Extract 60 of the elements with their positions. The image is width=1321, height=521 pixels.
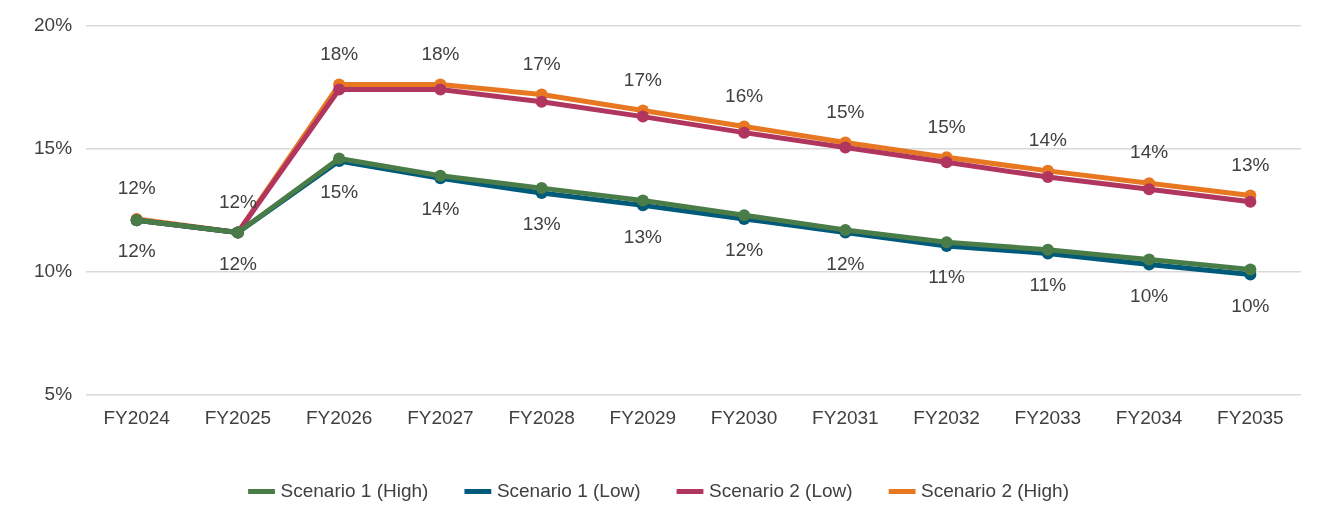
data-label: 10% — [1231, 294, 1270, 316]
legend-label: Scenario 2 (Low) — [709, 479, 853, 501]
data-label: 12% — [117, 240, 156, 262]
point — [434, 83, 447, 96]
data-label: 11% — [928, 266, 966, 288]
point — [1244, 195, 1257, 208]
point — [1143, 253, 1156, 266]
legend-label: Scenario 1 (Low) — [496, 479, 641, 501]
x-tick-label: FY2035 — [1217, 406, 1284, 428]
data-label: 12% — [218, 190, 258, 212]
data-label: 18% — [320, 42, 359, 64]
x-tick-label: FY2026 — [305, 406, 373, 428]
x-tick-label: FY2029 — [609, 406, 677, 428]
data-label: 16% — [725, 84, 764, 106]
x-tick-label: FY2033 — [1014, 406, 1082, 428]
data-label: 17% — [623, 68, 663, 90]
data-label: 15% — [826, 100, 865, 122]
x-tick-label: FY2025 — [204, 406, 272, 428]
point — [839, 141, 852, 154]
point — [1244, 263, 1257, 276]
point — [636, 110, 649, 123]
x-tick-label: FY2034 — [1115, 406, 1183, 428]
point — [1041, 171, 1054, 184]
point — [333, 83, 346, 96]
y-tick-label: 5% — [44, 383, 73, 405]
point — [738, 126, 751, 139]
data-label: 12% — [218, 252, 258, 274]
data-label: 15% — [320, 181, 359, 203]
point — [1041, 243, 1054, 256]
legend-label: Scenario 1 (High) — [280, 479, 429, 501]
data-label: 12% — [725, 239, 764, 261]
data-label: 18% — [421, 42, 460, 64]
y-tick-label: 15% — [34, 136, 73, 158]
x-tick-label: FY2028 — [508, 406, 575, 428]
y-tick-label: 10% — [34, 260, 73, 282]
data-label: 13% — [623, 225, 663, 247]
x-tick-label: FY2030 — [710, 406, 778, 428]
x-tick-label: FY2031 — [812, 406, 879, 428]
x-tick-label: FY2024 — [103, 406, 171, 428]
point — [940, 236, 953, 249]
point — [1143, 183, 1156, 196]
data-label: 14% — [1028, 129, 1067, 151]
point — [535, 95, 548, 108]
data-label: 13% — [1231, 153, 1270, 175]
data-label: 13% — [522, 213, 561, 235]
data-label: 12% — [117, 177, 156, 199]
data-label: 14% — [421, 198, 460, 220]
data-label: 15% — [927, 115, 966, 137]
y-tick-label: 20% — [34, 13, 73, 35]
x-tick-label: FY2027 — [407, 406, 474, 428]
point — [535, 182, 548, 195]
data-label: 10% — [1130, 284, 1169, 306]
data-label: 11% — [1029, 273, 1067, 295]
point — [940, 156, 953, 169]
data-label: 12% — [826, 252, 865, 274]
point — [636, 194, 649, 207]
data-label: 17% — [522, 52, 561, 74]
x-tick-label: FY2032 — [913, 406, 980, 428]
data-label: 14% — [1130, 141, 1169, 163]
legend-label: Scenario 2 (High) — [921, 479, 1069, 501]
